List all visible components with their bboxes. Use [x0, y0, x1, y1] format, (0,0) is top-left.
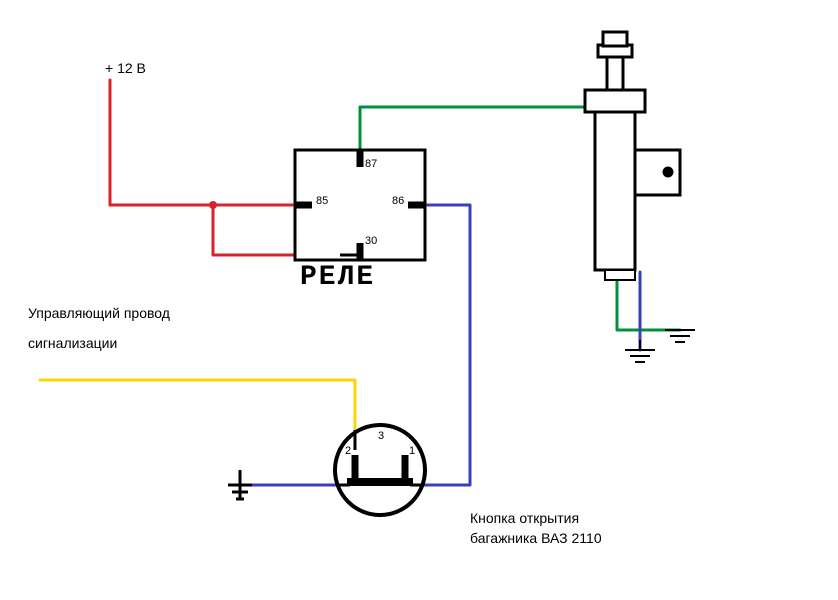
label-control-1: Управляющий провод: [28, 305, 170, 321]
label-button-2: багажника ВАЗ 2110: [470, 530, 602, 546]
junction-dot-red: [209, 201, 217, 209]
relay-symbol: [295, 150, 425, 260]
label-control-2: сигнализации: [28, 335, 117, 351]
pin-30: 30: [365, 235, 377, 247]
ground-actuator: [625, 340, 655, 362]
button-pin-2: 2: [345, 445, 351, 457]
wire-yellow-control: [40, 380, 355, 430]
label-relay: РЕЛЕ: [300, 262, 375, 293]
label-button-1: Кнопка открытия: [470, 510, 579, 526]
actuator-symbol: [585, 32, 680, 280]
wire-green-87: [360, 107, 617, 150]
ground-green: [665, 330, 695, 342]
pin-86: 86: [392, 195, 404, 207]
pin-87: 87: [365, 158, 377, 170]
ground-button: [228, 470, 252, 500]
wiring-diagram: [0, 0, 838, 600]
pin-85: 85: [316, 195, 328, 207]
label-power: + 12 В: [105, 60, 146, 76]
button-pin-1: 1: [409, 445, 415, 457]
button-pin-3: 3: [378, 430, 384, 442]
wire-blue-86-to-button: [423, 205, 470, 485]
